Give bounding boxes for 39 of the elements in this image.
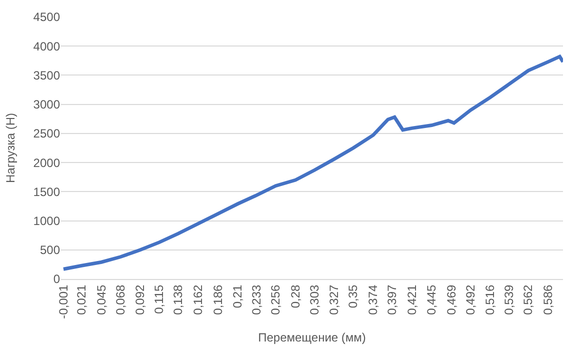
x-tick-label: 0,045 xyxy=(94,284,108,315)
x-tick-label: 0,397 xyxy=(384,284,399,315)
x-tick-label: 0,162 xyxy=(190,284,205,315)
x-tick-label: 0,516 xyxy=(483,284,498,315)
x-tick-label: 0,492 xyxy=(463,284,478,315)
x-tick-label: 0,303 xyxy=(307,284,322,315)
x-tick-label: 0,327 xyxy=(327,284,342,315)
y-tick-label: 1500 xyxy=(33,184,60,199)
x-tick-label: 0,586 xyxy=(541,284,556,315)
x-tick-label: -0,001 xyxy=(56,284,70,319)
x-tick-label: 0,138 xyxy=(171,284,186,315)
x-tick-label: 0,233 xyxy=(250,284,264,315)
x-axis-title: Перемещение (мм) xyxy=(258,330,366,345)
y-tick-label: 2000 xyxy=(33,156,60,170)
x-tick-label: 0,21 xyxy=(230,284,245,308)
x-tick-label: 0,28 xyxy=(288,284,302,308)
x-tick-label: 0,445 xyxy=(424,284,439,315)
x-tick-label: 0,469 xyxy=(444,284,458,315)
y-tick-label: 0 xyxy=(53,272,60,286)
y-axis-title: Нагрузка (Н) xyxy=(4,113,18,183)
x-tick-label: 0,35 xyxy=(346,284,360,308)
x-tick-label: 0,539 xyxy=(502,284,516,315)
x-tick-label: 0,092 xyxy=(133,284,148,315)
x-tick-label: 0,256 xyxy=(268,284,283,315)
x-tick-label: 0,068 xyxy=(113,284,128,315)
x-tick-label: 0,021 xyxy=(74,284,89,315)
y-tick-label: 3500 xyxy=(33,68,60,82)
x-tick-label: 0,186 xyxy=(210,284,225,315)
y-tick-label: 4000 xyxy=(33,39,60,54)
y-tick-label: 500 xyxy=(40,243,60,258)
x-tick-label: 0,421 xyxy=(404,284,419,315)
x-tick-label: 0,115 xyxy=(152,284,166,314)
y-tick-label: 2500 xyxy=(33,126,60,141)
line-series xyxy=(62,54,563,271)
x-tick-label: 0,562 xyxy=(521,284,536,315)
y-tick-label: 1000 xyxy=(33,214,60,228)
y-tick-label: 4500 xyxy=(33,10,60,24)
x-tick-label: 0,374 xyxy=(366,284,380,315)
y-tick-label: 3000 xyxy=(33,98,60,112)
